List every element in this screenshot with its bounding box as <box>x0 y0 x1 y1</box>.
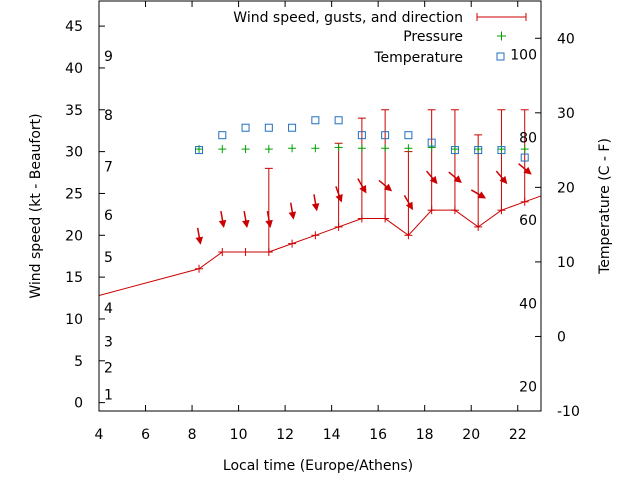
legend-marker-temperature <box>496 52 505 61</box>
legend: Wind speed, gusts, and direction Pressur… <box>233 10 527 66</box>
y-tick-label-0: 0 <box>74 396 83 412</box>
y-tick-label-30: 30 <box>65 145 83 161</box>
temperature-point-3 <box>264 123 273 132</box>
y-tick-label-40: 40 <box>65 61 83 77</box>
plot-frame <box>98 0 542 412</box>
wind-arrow-head-7 <box>335 194 343 203</box>
temperature-point-8 <box>381 131 390 140</box>
temperature-point-14 <box>520 153 529 162</box>
wind-direction-arrow-14 <box>495 170 508 185</box>
wind-direction-arrow-13 <box>470 189 487 199</box>
fahrenheit-label-20: 20 <box>519 379 537 395</box>
beaufort-label-9: 9 <box>104 49 113 65</box>
wind-direction-arrow-1 <box>195 227 204 245</box>
temperature-point-10 <box>427 138 436 147</box>
temperature-point-1 <box>218 131 227 140</box>
y2-tick-label--10: -10 <box>557 404 580 420</box>
x-tick-label-6: 6 <box>141 427 150 443</box>
temperature-point-4 <box>288 123 297 132</box>
wind-direction-arrow-12 <box>448 171 462 184</box>
y2-axis-label: Temperature (C - F) <box>597 138 613 275</box>
legend-label-pressure: Pressure <box>403 29 463 45</box>
y-tick-label-35: 35 <box>65 103 83 119</box>
y-tick-label-15: 15 <box>65 270 83 286</box>
x-tick-label-20: 20 <box>462 427 480 443</box>
wind-direction-arrow-9 <box>378 179 393 192</box>
temperature-point-7 <box>357 131 366 140</box>
wind-direction-arrow-7 <box>335 186 343 203</box>
wind-arrow-head-13 <box>477 191 487 199</box>
temperature-point-5 <box>311 116 320 125</box>
temperature-point-13 <box>497 146 506 155</box>
wind-arrow-head-8 <box>359 184 367 194</box>
fahrenheit-label-60: 60 <box>519 213 537 229</box>
wind-arrow-head-9 <box>383 183 393 192</box>
y2-tick-label-20: 20 <box>557 180 575 196</box>
wind-direction-arrow-8 <box>357 178 367 194</box>
beaufort-label-4: 4 <box>104 301 113 317</box>
y2-tick-label-10: 10 <box>557 255 575 271</box>
wind-arrow-head-15 <box>523 166 532 175</box>
x-tick-label-10: 10 <box>230 427 248 443</box>
wind-direction-arrow-2 <box>218 211 227 228</box>
wind-arrow-head-1 <box>195 236 204 245</box>
y-tick-label-10: 10 <box>65 312 83 328</box>
wind-arrow-head-3 <box>242 219 250 228</box>
beaufort-label-1: 1 <box>104 387 113 403</box>
x-tick-label-4: 4 <box>95 427 104 443</box>
x-tick-label-8: 8 <box>188 427 197 443</box>
temperature-point-0 <box>195 146 204 155</box>
wind-direction-arrow-6 <box>311 194 320 212</box>
wind-arrow-head-4 <box>265 219 273 228</box>
y-tick-label-20: 20 <box>65 228 83 244</box>
fahrenheit-label-40: 40 <box>519 297 537 313</box>
beaufort-label-3: 3 <box>104 335 113 351</box>
wind-direction-arrow-10 <box>403 194 413 211</box>
temperature-point-12 <box>474 146 483 155</box>
y-tick-label-25: 25 <box>65 186 83 202</box>
beaufort-label-6: 6 <box>104 208 113 224</box>
beaufort-label-2: 2 <box>104 360 113 376</box>
temperature-point-2 <box>241 123 250 132</box>
wind-arrow-head-12 <box>453 175 462 184</box>
legend-label-wind: Wind speed, gusts, and direction <box>233 10 463 26</box>
wind-arrow-head-10 <box>405 201 413 211</box>
x-tick-label-14: 14 <box>323 427 341 443</box>
y-tick-label-5: 5 <box>74 354 83 370</box>
fahrenheit-label-100: 100 <box>510 48 537 64</box>
x-tick-label-18: 18 <box>416 427 434 443</box>
beaufort-label-8: 8 <box>104 108 113 124</box>
beaufort-label-5: 5 <box>104 250 113 266</box>
wind-direction-arrow-15 <box>518 163 532 175</box>
x-axis-label: Local time (Europe/Athens) <box>223 458 413 474</box>
wind-direction-arrow-3 <box>242 211 250 228</box>
y2-tick-label-30: 30 <box>557 106 575 122</box>
wind-arrow-head-5 <box>288 211 297 220</box>
wind-direction-arrow-11 <box>425 170 438 185</box>
wind-arrow-head-11 <box>429 175 438 185</box>
temperature-point-11 <box>450 146 459 155</box>
x-tick-label-16: 16 <box>369 427 387 443</box>
wind-arrow-head-6 <box>311 203 320 212</box>
legend-label-temperature: Temperature <box>373 50 463 66</box>
beaufort-label-7: 7 <box>104 160 113 176</box>
wind-arrow-head-2 <box>218 219 227 228</box>
x-tick-label-22: 22 <box>509 427 527 443</box>
y-axis-label: Wind speed (kt - Beaufort) <box>28 113 44 298</box>
y2-tick-label-0: 0 <box>557 329 566 345</box>
wind-direction-arrow-4 <box>265 211 273 228</box>
temperature-point-9 <box>404 131 413 140</box>
wind-arrow-head-14 <box>499 175 508 185</box>
fahrenheit-label-80: 80 <box>519 130 537 146</box>
wind-direction-arrow-5 <box>288 202 297 220</box>
y-tick-label-45: 45 <box>65 19 83 35</box>
temperature-point-6 <box>334 116 343 125</box>
y2-tick-label-40: 40 <box>557 31 575 47</box>
x-tick-label-12: 12 <box>276 427 294 443</box>
